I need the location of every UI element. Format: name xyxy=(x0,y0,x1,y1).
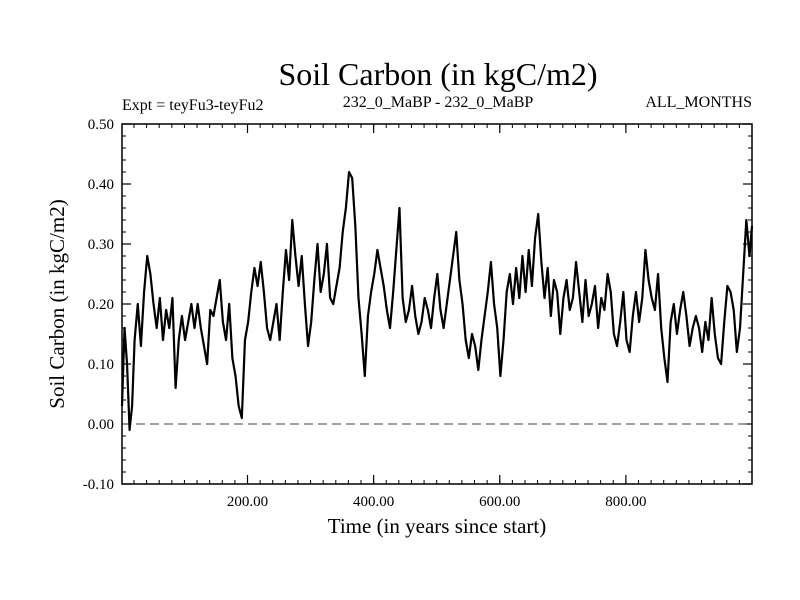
x-tick-label: 600.00 xyxy=(479,494,520,510)
x-tick-label: 800.00 xyxy=(605,494,646,510)
y-tick-label: 0.10 xyxy=(88,357,114,373)
chart-title: Soil Carbon (in kgC/m2) xyxy=(278,56,597,92)
months-label: ALL_MONTHS xyxy=(645,94,752,111)
series-line xyxy=(120,170,754,432)
y-axis-label: Soil Carbon (in kgC/m2) xyxy=(45,199,69,408)
y-tick-label: 0.20 xyxy=(88,297,114,313)
x-tick-label: 200.00 xyxy=(227,494,268,510)
x-axis-ticks: 200.00 400.00 600.00 800.00 xyxy=(133,124,740,510)
y-tick-label: 0.00 xyxy=(88,417,114,433)
plot-frame xyxy=(121,123,753,485)
y-tick-label: 0.30 xyxy=(88,237,114,253)
y-tick-label: 0.50 xyxy=(88,117,114,133)
y-tick-label: 0.40 xyxy=(88,177,114,193)
x-tick-label: 400.00 xyxy=(353,494,394,510)
y-axis-ticks: -0.10 0.00 0.10 0.20 0.30 0.40 0.50 xyxy=(83,117,752,493)
y-tick-label: -0.10 xyxy=(83,477,114,493)
period-label: 232_0_MaBP - 232_0_MaBP xyxy=(343,94,534,111)
x-axis-label: Time (in years since start) xyxy=(328,514,547,538)
experiment-label: Expt = teyFu3-teyFu2 xyxy=(122,97,263,114)
